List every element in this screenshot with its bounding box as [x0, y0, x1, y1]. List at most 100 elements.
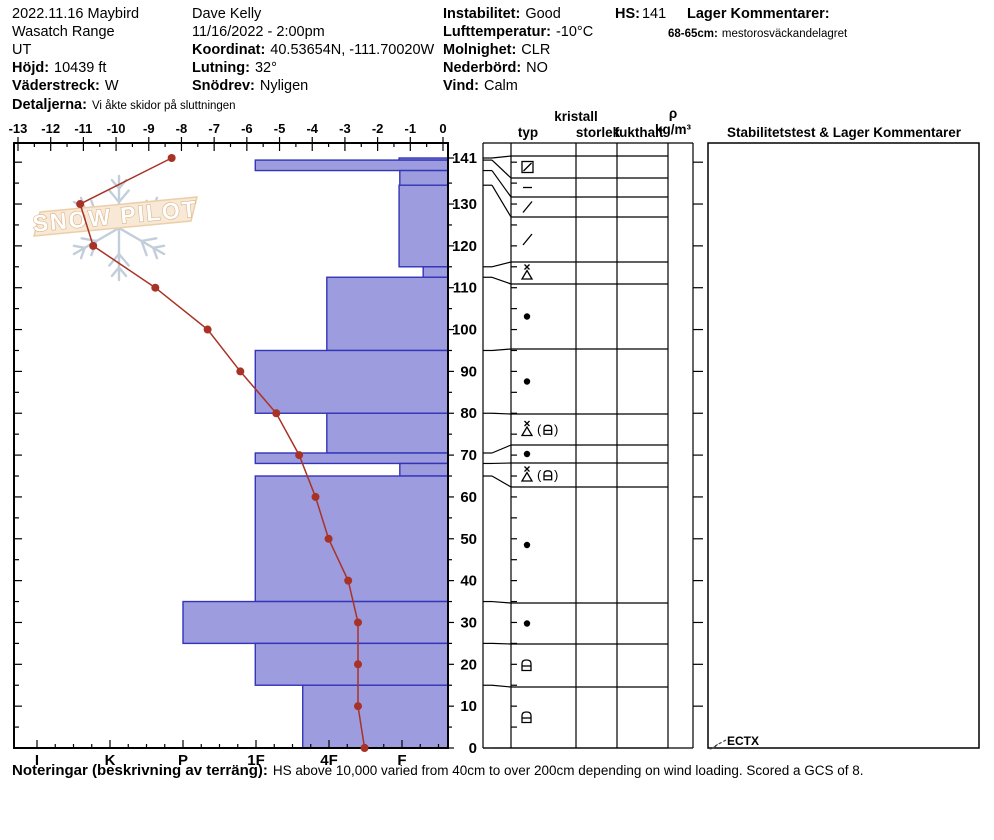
temperature-point	[151, 283, 160, 292]
layer-comments-header: Lager Kommentarer:	[687, 6, 835, 22]
depth-tick-label: 0	[469, 740, 477, 757]
snowflake-icon	[152, 244, 166, 249]
hardness-bar-layer-12	[182, 600, 449, 645]
temperature-point	[89, 241, 98, 250]
snowflake-icon	[152, 246, 159, 260]
grain-symbol-round-layer-6	[523, 313, 531, 320]
air-temp-value: -10°C	[555, 24, 594, 40]
layer-connector	[491, 155, 512, 159]
grain-facets-icon	[520, 269, 534, 280]
coordinates-value: 40.53654N, -111.70020W	[270, 42, 435, 58]
depth-tick-label: 141	[452, 150, 477, 167]
hardness-tick-label: I	[35, 752, 39, 769]
hardness-tick-label: F	[397, 752, 406, 769]
column-header-crystal: kristall	[554, 109, 598, 124]
grain-paren: (	[537, 468, 542, 483]
temperature-point	[295, 451, 304, 460]
sky-value: CLR	[521, 42, 551, 58]
column-header-density-symbol: ρ	[668, 106, 678, 121]
column-header-stability: Stabilitetstest & Lager Kommentarer	[727, 125, 962, 140]
grain-facets-icon	[520, 471, 534, 482]
aspect-row: Väderstreck: W	[12, 78, 119, 94]
snowflake-icon	[80, 237, 98, 243]
temperature-point	[354, 660, 363, 669]
aspect-label: Väderstreck:	[12, 78, 100, 94]
depth-tick-label: 130	[452, 196, 477, 213]
elevation-value: 10439 ft	[54, 60, 107, 76]
depth-tick-label: 100	[452, 322, 477, 339]
layer-comment-text: mestorosväckandelagret	[721, 28, 848, 40]
column-header-size: storlek	[575, 125, 621, 140]
hardness-tick-label: 4F	[320, 752, 338, 769]
details-value: Vi åkte skidor på sluttningen	[91, 100, 236, 112]
hardness-bar-layer-10	[399, 462, 449, 477]
layer-connector	[491, 642, 512, 645]
instability-value: Good	[525, 6, 561, 22]
coordinates-row: Koordinat: 40.53654N, -111.70020W	[192, 42, 434, 58]
hardness-tick-label: 1F	[247, 752, 265, 769]
stability-column	[707, 142, 980, 749]
temperature-point	[236, 367, 245, 376]
precip-value: NO	[526, 60, 548, 76]
wind-row: Vind: Calm	[443, 78, 518, 94]
temp-tick-label: -8	[176, 121, 188, 136]
hardness-tick-label: P	[178, 752, 188, 769]
hardness-bar-layer-14	[302, 684, 449, 749]
slope-label: Lutning:	[192, 60, 250, 76]
snowflake-icon	[117, 189, 130, 204]
temp-tick-label: -11	[74, 121, 92, 136]
grain-symbol-facets-x-layer-5	[520, 264, 534, 280]
grain-paren: )	[554, 422, 558, 437]
hardness-bar-layer-5	[422, 266, 449, 278]
grain-paren: )	[554, 468, 558, 483]
wind-loading-value: Nyligen	[259, 78, 309, 94]
snowflake-icon	[117, 252, 130, 267]
temperature-point	[344, 576, 353, 585]
grain-symbol-round-layer-9	[523, 450, 531, 458]
elevation-label: Höjd:	[12, 60, 50, 76]
depth-tick-label: 80	[460, 405, 477, 422]
depth-tick-label: 60	[460, 489, 477, 506]
grain-symbol-square-slash-layer-1	[521, 160, 534, 174]
temperature-point	[203, 325, 212, 334]
layer-comments-label: Lager Kommentarer:	[687, 6, 830, 22]
grain-square-slash-icon	[521, 160, 534, 174]
grain-crust-icon	[543, 424, 553, 435]
depth-tick-label: 70	[460, 447, 477, 464]
temperature-point	[167, 154, 176, 162]
grain-crust-icon	[543, 470, 553, 481]
grain-symbol-crust-layer-13	[521, 659, 532, 672]
snowflake-icon	[117, 266, 128, 278]
depth-tick-label: 50	[460, 531, 477, 548]
details-label: Detaljerna:	[12, 97, 87, 113]
observer-name: Dave Kelly	[192, 6, 262, 22]
hardness-bar-layer-4	[398, 184, 449, 268]
snowflake-icon	[110, 266, 121, 278]
layer-connector	[491, 261, 512, 268]
temp-tick-label: -3	[339, 121, 351, 136]
snowflake-icon	[108, 189, 121, 204]
grain-crust-icon	[521, 711, 532, 724]
temp-tick-label: -2	[372, 121, 384, 136]
snowflake-icon	[140, 237, 158, 243]
grain-symbol-facets-x-crust-layer-10: ()	[520, 466, 558, 483]
precip-label: Nederbörd:	[443, 60, 522, 76]
temp-tick-label: -13	[9, 121, 28, 136]
temp-tick-label: -7	[208, 121, 220, 136]
hs-value: 141	[641, 6, 667, 22]
depth-tick-label: 10	[460, 698, 477, 715]
depth-tick-label: 20	[460, 656, 477, 673]
hardness-bar-layer-9	[254, 452, 449, 465]
grain-symbol-round-layer-11	[523, 541, 531, 549]
temperature-point	[272, 409, 281, 418]
layer-connector	[491, 600, 512, 604]
temp-tick-label: -9	[143, 121, 155, 136]
coordinates-label: Koordinat:	[192, 42, 266, 58]
grain-symbol-slash-layer-4	[522, 233, 533, 246]
temp-tick-label: -4	[306, 121, 318, 136]
depth-tick-label: 120	[452, 238, 477, 255]
temperature-point	[354, 702, 363, 711]
layer-comment-row: 68-65cm: mestorosväckandelagret	[668, 28, 847, 40]
